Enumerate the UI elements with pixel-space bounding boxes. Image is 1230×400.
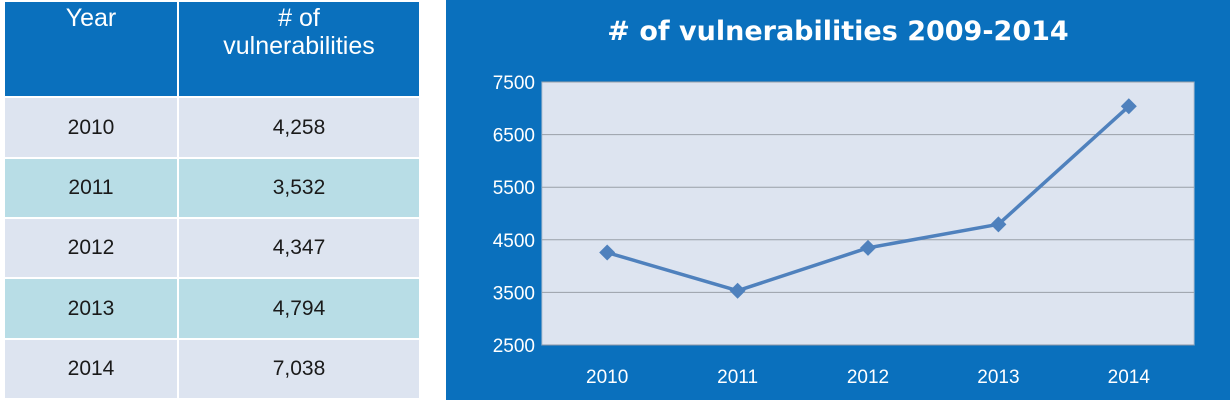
year-cell: 2012 [3, 217, 179, 280]
data-point-marker [729, 282, 746, 299]
table-header-row: Year # of vulnerabilities [3, 0, 421, 99]
data-point-marker [1120, 98, 1137, 115]
vulnerabilities-column-header: # of vulnerabilities [177, 0, 421, 99]
plot-area [541, 81, 1195, 346]
year-column-header: Year [3, 0, 179, 99]
data-point-marker [990, 216, 1007, 233]
y-tick-label: 4500 [493, 231, 535, 252]
x-tick-label: 2011 [717, 367, 758, 388]
x-tick-label: 2012 [847, 367, 889, 388]
x-tick-label: 2013 [977, 367, 1019, 388]
x-tick-label: 2014 [1108, 367, 1151, 388]
year-cell: 2010 [3, 96, 179, 159]
vuln-header-line1: # of [278, 4, 320, 32]
value-cell: 4,258 [177, 96, 421, 159]
data-point-marker [860, 239, 876, 256]
year-cell: 2014 [3, 337, 179, 400]
year-cell: 2013 [3, 277, 179, 340]
x-tick-label: 2010 [586, 367, 628, 388]
line-chart: 2500 3500 4500 5500 6500 7500 2010 2011 2012 2013… [493, 73, 1195, 388]
table-row: 2014 7,038 [3, 337, 421, 400]
table-row: 2011 3,532 [3, 156, 421, 220]
table-row: 2010 4,258 [3, 96, 421, 159]
value-cell: 7,038 [177, 337, 421, 400]
value-cell: 3,532 [177, 156, 421, 220]
table-row: 2012 4,347 [3, 217, 421, 280]
y-tick-label: 5500 [493, 178, 535, 199]
vuln-header-line2: vulnerabilities [223, 32, 375, 60]
year-header-label: Year [65, 4, 117, 32]
value-cell: 4,794 [177, 277, 421, 340]
vulnerabilities-table: Year # of vulnerabilities 2010 4,258 201… [3, 0, 421, 400]
y-tick-label: 3500 [493, 283, 535, 304]
y-tick-label: 2500 [493, 336, 535, 357]
data-point-marker [599, 244, 616, 261]
y-tick-label: 6500 [493, 126, 535, 147]
table-row: 2013 4,794 [3, 277, 421, 340]
chart-title: # of vulnerabilities 2009-2014 [607, 16, 1069, 47]
y-tick-label: 7500 [493, 73, 535, 94]
chart-panel: # of vulnerabilities 2009-2014 2500 3500 4… [446, 0, 1230, 400]
year-cell: 2011 [3, 156, 179, 220]
value-cell: 4,347 [177, 217, 421, 280]
